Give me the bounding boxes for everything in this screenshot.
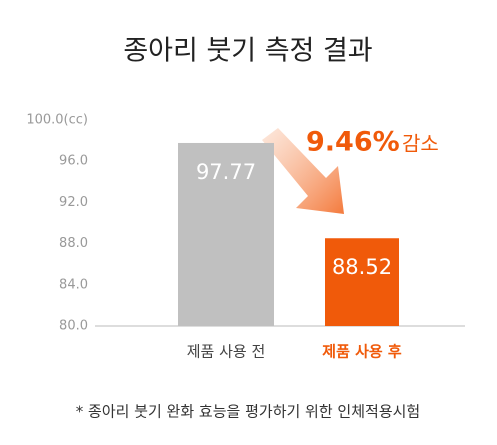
bar: [178, 142, 274, 326]
y-tick-label: 96.0: [59, 154, 88, 169]
value-label: 97.77: [196, 160, 256, 184]
annotation-text: 감소: [402, 132, 439, 156]
footnote: * 종아리 붓기 완화 효능을 평가하기 위한 인체적용시험: [76, 403, 420, 421]
y-tick-label: 84.0: [59, 277, 88, 292]
chart-title: 종아리 붓기 측정 결과: [123, 36, 372, 67]
bar: [325, 238, 399, 326]
y-tick-label: 92.0: [59, 195, 88, 210]
x-tick-label: 제품 사용 전: [187, 343, 266, 361]
y-tick-label: 100.0(cc): [26, 113, 88, 128]
x-tick-label: 제품 사용 후: [322, 343, 402, 361]
value-label: 88.52: [332, 255, 392, 279]
y-tick-label: 88.0: [59, 236, 88, 251]
annotation-value: 9.46%: [306, 127, 400, 158]
y-tick-label: 80.0: [59, 319, 88, 334]
decrease-arrow: [262, 128, 344, 214]
